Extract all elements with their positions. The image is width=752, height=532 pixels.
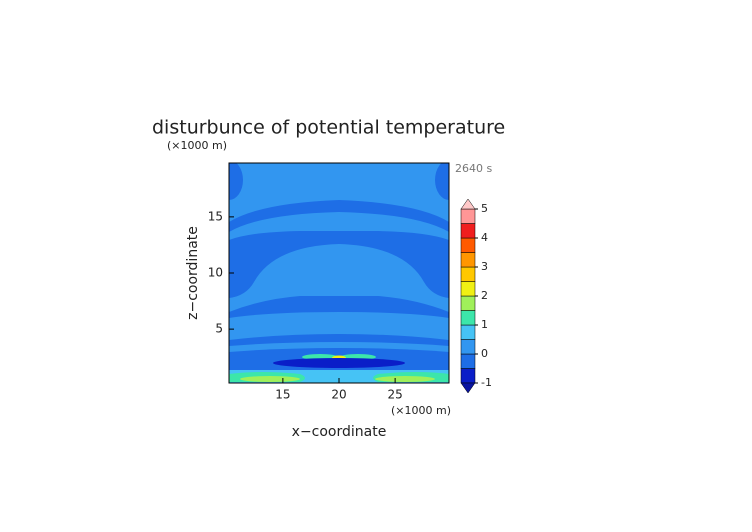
contour-field xyxy=(229,163,449,383)
colorbar-tick-label: 0 xyxy=(481,347,488,360)
colorbar-swatch xyxy=(460,208,476,224)
time-label: 2640 s xyxy=(455,162,492,175)
colorbar-tick-label: 3 xyxy=(481,260,488,273)
colorbar-tick-label: 4 xyxy=(481,231,488,244)
colorbar-tick-label: 1 xyxy=(481,318,488,331)
x-unit: (×1000 m) xyxy=(391,404,451,417)
colorbar-swatch xyxy=(460,368,476,384)
colorbar-swatch xyxy=(460,252,476,268)
y-tick-label: 5 xyxy=(215,322,223,336)
x-axis-label: x−coordinate xyxy=(292,424,387,440)
colorbar-swatch xyxy=(460,310,476,326)
colorbar-tick-label: 2 xyxy=(481,289,488,302)
colorbar-swatch xyxy=(460,281,476,297)
y-tick-label: 10 xyxy=(208,266,223,280)
colorbar-over xyxy=(460,198,476,210)
contour-region xyxy=(240,376,300,382)
colorbar-tick-label: 5 xyxy=(481,202,488,215)
contour-region xyxy=(229,231,449,298)
colorbar-swatch xyxy=(460,295,476,311)
colorbar-swatch xyxy=(460,237,476,253)
y-unit: (×1000 m) xyxy=(167,139,227,152)
x-tick-label: 15 xyxy=(275,388,290,402)
chart-title: disturbunce of potential temperature xyxy=(152,117,505,139)
contour-region xyxy=(229,296,449,318)
colorbar-swatch xyxy=(460,339,476,355)
colorbar-under xyxy=(460,382,476,394)
x-tick-label: 25 xyxy=(387,388,402,402)
contour-region xyxy=(229,200,449,232)
y-tick-label: 15 xyxy=(208,209,223,223)
contour-region xyxy=(435,163,449,200)
colorbar-swatch xyxy=(460,223,476,239)
contour-region xyxy=(375,376,435,382)
contour-region xyxy=(229,334,449,346)
colorbar-swatch xyxy=(460,266,476,282)
contour-region xyxy=(273,358,405,368)
contour-region xyxy=(229,163,449,383)
contour-region xyxy=(229,163,243,200)
x-tick-label: 20 xyxy=(331,388,346,402)
colorbar-swatch xyxy=(460,324,476,340)
y-axis-label: z−coordinate xyxy=(185,226,201,320)
colorbar-tick-label: -1 xyxy=(481,376,492,389)
colorbar-swatch xyxy=(460,353,476,369)
